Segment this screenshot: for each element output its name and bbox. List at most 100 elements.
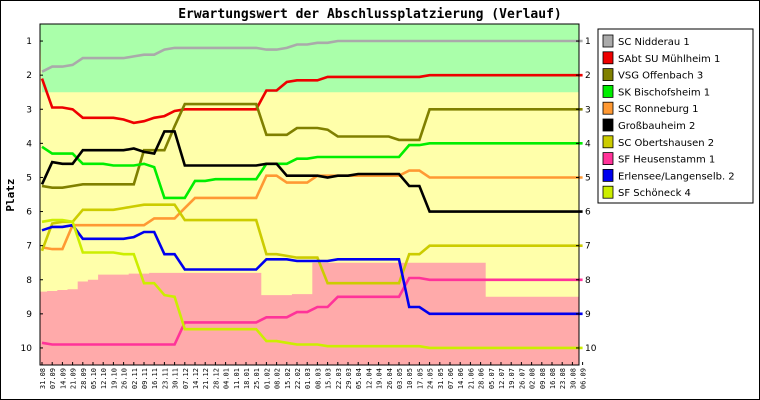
x-tick-label: 22.02 [294,368,302,389]
x-tick-label: 01.03 [304,368,312,389]
series-line-erlensee-langenselb-2 [41,223,583,316]
x-tick-label: 21.12 [202,368,210,389]
legend-label: SF Heusenstamm 1 [618,155,715,166]
x-tick-label: 19.07 [508,368,516,389]
x-tick-label: 09.08 [539,368,547,389]
y-tick-label: 9 [585,310,591,320]
x-tick-label: 08.02 [274,368,282,389]
x-tick-label: 14.06 [457,368,465,389]
y-tick-label: 4 [26,139,32,149]
x-tick-label: 16.11 [151,368,159,389]
legend-label: SK Bischofsheim 1 [618,87,710,98]
x-tick-label: 22.03 [335,368,343,389]
x-tick-label: 03.05 [396,368,404,389]
x-tick-label: 23.11 [161,368,169,389]
legend-label: SC Ronneburg 1 [618,104,698,115]
series-line-sabt-su-m-hlheim-1 [40,73,583,125]
x-tick-label: 26.04 [386,368,394,389]
x-tick-label: 26.07 [518,368,526,389]
legend-swatch [602,68,614,81]
x-tick-label: 07.06 [447,368,455,389]
x-axis: 31.08 07.09 14.09 21.09 28.09 05.10 12.10 19.10… [39,362,588,389]
legend-swatch [602,118,614,132]
x-tick-label: 06.09 [580,368,588,389]
x-tick-label: 17.05 [416,368,424,389]
x-tick-label: 26.10 [121,368,129,389]
legend-swatch [602,85,614,98]
x-tick-label: 09.11 [141,368,149,389]
series-line-gro-bauheim-2 [40,130,583,213]
x-tick-label: 21.09 [70,368,78,389]
y-tick-label: 3 [26,105,32,115]
x-tick-label: 04.01 [223,368,231,389]
y-tick-label: 3 [585,105,591,115]
x-tick-label: 02.08 [529,368,537,389]
y-tick-label: 1 [26,37,32,47]
x-tick-label: 11.01 [233,368,241,389]
x-tick-label: 05.07 [488,368,496,389]
y-tick-label: 5 [585,173,591,183]
x-tick-label: 23.08 [559,368,567,389]
x-tick-label: 12.07 [498,368,506,389]
y-tick-label: 7 [26,242,32,252]
y-axis-left: 1 2 3 4 5 6 7 8 9 10 [21,37,43,354]
legend-swatch [602,135,614,149]
x-tick-label: 24.05 [427,368,435,389]
y-tick-label: 2 [585,71,591,81]
y-tick-label: 10 [585,344,597,354]
x-tick-label: 21.06 [467,368,475,389]
x-tick-label: 08.03 [314,368,322,389]
series-line-sc-ronneburg-1 [41,169,583,251]
y-tick-label: 7 [585,242,591,252]
x-tick-label: 15.02 [284,368,292,389]
zone-bottom [40,262,579,365]
y-tick-label: 8 [26,276,32,286]
legend-label: VSG Offenbach 3 [618,71,703,82]
legend-label: SC Nidderau 1 [618,37,690,48]
x-tick-label: 31.08 [39,368,47,389]
series-line-sc-obertshausen-2 [40,203,583,285]
legend-label: SAbt SU Mühlheim 1 [618,54,720,65]
x-tick-label: 29.03 [345,368,353,389]
x-tick-label: 14.09 [59,368,67,389]
y-tick-label: 4 [585,139,591,149]
x-tick-label: 28.06 [478,368,486,389]
x-tick-label: 07.12 [182,368,190,389]
x-tick-label: 14.12 [192,368,200,389]
series-line-sk-bischofsheim-1 [41,142,583,200]
legend-box [597,28,754,204]
x-tick-label: 25.01 [253,368,261,389]
legend-swatch [602,168,614,182]
legend-label: Erlensee/Langenselb. 2 [618,171,735,182]
chart-title: Erwartungswert der Abschlussplatzierung … [178,7,562,22]
legend-label: Großbauheim 2 [618,121,695,132]
x-tick-label: 28.09 [80,368,88,389]
legend-swatch [602,101,614,115]
y-tick-label: 1 [585,37,591,47]
x-tick-label: 05.04 [355,368,363,389]
x-tick-label: 01.02 [263,368,271,389]
x-tick-label: 05.10 [90,368,98,389]
legend-swatch [602,185,614,199]
x-tick-label: 15.03 [325,368,333,389]
legend-swatch [602,51,614,65]
legend: SC Nidderau 1 SAbt SU Mühlheim 1 VSG Offen… [597,28,754,204]
series-line-sf-heusenstamm-1 [41,276,583,346]
x-tick-label: 12.10 [100,368,108,389]
x-tick-label: 30.08 [569,368,577,389]
x-tick-label: 31.05 [437,368,445,389]
series-lines [40,39,583,350]
x-tick-label: 19.04 [376,368,384,389]
plot-frame [39,23,580,366]
x-tick-label: 30.11 [172,368,180,389]
x-tick-label: 28.12 [212,368,220,389]
y-tick-label: 8 [585,276,591,286]
y-axis-label: Platz [4,178,17,211]
y-tick-label: 2 [26,71,32,81]
y-tick-label: 6 [26,208,32,218]
y-tick-label: 6 [585,208,591,218]
x-tick-label: 10.05 [406,368,414,389]
series-line-sc-nidderau-1 [41,39,583,73]
legend-swatch [602,34,614,48]
